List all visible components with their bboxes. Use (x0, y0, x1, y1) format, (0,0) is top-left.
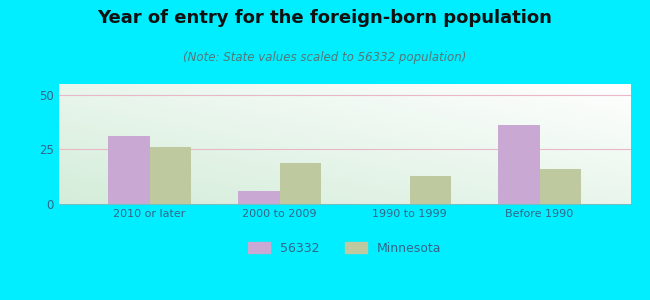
Bar (280, 163, 321, 204)
Bar (150, 147, 191, 204)
Bar (498, 125, 540, 204)
Legend: 56332, Minnesota: 56332, Minnesota (242, 237, 447, 260)
Text: Year of entry for the foreign-born population: Year of entry for the foreign-born popul… (98, 9, 552, 27)
Bar (410, 176, 451, 204)
Bar (238, 191, 280, 204)
Bar (540, 169, 581, 204)
Bar (108, 136, 150, 204)
Text: (Note: State values scaled to 56332 population): (Note: State values scaled to 56332 popu… (183, 51, 467, 64)
